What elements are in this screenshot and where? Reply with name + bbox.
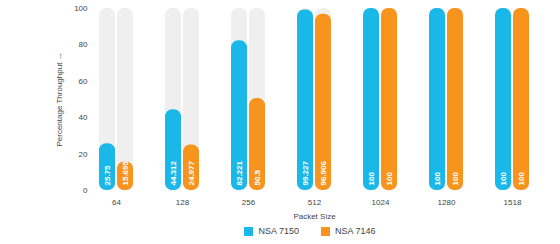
svg-text:100: 100 [433,172,442,186]
svg-text:44.312: 44.312 [169,160,178,185]
svg-text:256: 256 [242,198,256,207]
svg-text:15.695: 15.695 [121,160,130,185]
svg-text:80: 80 [79,40,88,49]
svg-text:100: 100 [385,172,394,186]
svg-text:Percentage Throughput →: Percentage Throughput → [55,52,64,146]
svg-text:40: 40 [79,113,88,122]
svg-text:100: 100 [367,172,376,186]
svg-text:100: 100 [517,172,526,186]
svg-text:100: 100 [74,4,88,13]
svg-text:Packet Size: Packet Size [293,212,336,221]
svg-text:1024: 1024 [372,198,390,207]
svg-text:96.906: 96.906 [319,160,328,185]
svg-text:1280: 1280 [438,198,456,207]
svg-text:24.977: 24.977 [187,160,196,185]
html-text:NSA 7150: NSA 7150 [258,226,299,236]
svg-text:512: 512 [308,198,322,207]
svg-text:82.221: 82.221 [235,160,244,185]
svg-text:64: 64 [112,198,121,207]
svg-text:50.5: 50.5 [253,169,262,185]
svg-text:128: 128 [176,198,190,207]
svg-text:100: 100 [499,172,508,186]
svg-text:0: 0 [83,186,88,195]
svg-text:60: 60 [79,77,88,86]
svg-text:25.75: 25.75 [103,165,112,186]
svg-text:99.227: 99.227 [301,160,310,185]
html-text:NSA 7146: NSA 7146 [335,226,376,236]
svg-text:100: 100 [451,172,460,186]
svg-text:1518: 1518 [504,198,522,207]
svg-text:20: 20 [79,150,88,159]
